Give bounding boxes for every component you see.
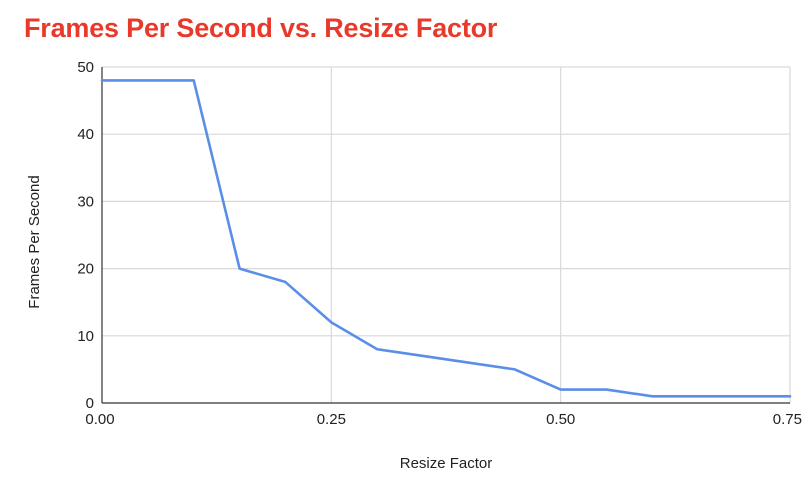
axis-layer <box>101 67 790 404</box>
x-tick-label: 0.50 <box>546 411 575 428</box>
y-tick-label: 20 <box>77 261 94 278</box>
y-axis-title: Frames Per Second <box>26 175 43 308</box>
x-tick-label: 0.00 <box>85 411 114 428</box>
label-layer: 0 10 20 30 40 50 0.00 0.25 0.50 0.75 <box>77 59 802 428</box>
y-tick-label: 50 <box>77 59 94 76</box>
grid-layer <box>102 66 791 403</box>
x-tick-label: 0.75 <box>773 411 802 428</box>
y-tick-label: 30 <box>77 193 94 210</box>
x-tick-label: 0.25 <box>317 411 346 428</box>
y-tick-label: 40 <box>77 126 94 143</box>
chart-title: Frames Per Second vs. Resize Factor <box>24 13 498 43</box>
y-tick-label: 0 <box>86 395 94 412</box>
x-axis-title: Resize Factor <box>400 455 493 472</box>
series-line-0 <box>100 79 792 398</box>
y-tick-label: 10 <box>77 328 94 345</box>
series-layer <box>100 79 792 398</box>
